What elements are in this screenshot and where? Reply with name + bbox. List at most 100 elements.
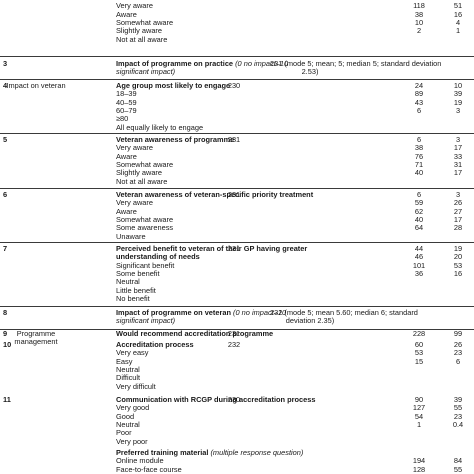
percent-value: 31 <box>453 159 463 169</box>
text-segment: Very aware <box>116 143 153 153</box>
text-segment: (0 no impact–10 <box>233 59 289 68</box>
percent-value: 39 <box>453 395 463 404</box>
count-value: 228 <box>412 329 426 338</box>
respondent-count: 231 <box>227 244 241 253</box>
response-option: significant impact) <box>116 317 175 325</box>
count-value: 40 <box>414 168 424 178</box>
text-segment: 40–59 <box>116 97 137 107</box>
row-separator <box>0 79 474 80</box>
percent-value: 26 <box>453 340 463 349</box>
text-segment: Veteran awareness of veteran-specific pr… <box>116 190 314 199</box>
count-value: 6 <box>416 135 422 144</box>
response-option: significant impact) <box>116 68 175 76</box>
category-label: management <box>14 337 58 347</box>
response-option: ≥80 <box>116 115 128 123</box>
percent-value: 33 <box>453 151 463 161</box>
respondent-count: 232 <box>227 340 241 349</box>
row-separator <box>0 242 474 243</box>
response-option: Significant benefit <box>116 261 174 270</box>
response-option: Slightly aware <box>116 27 162 35</box>
count-value: 62 <box>379 0 459 2</box>
count-value: 10 <box>414 17 424 27</box>
text-segment: Slightly aware <box>116 168 163 178</box>
response-option: Very aware <box>116 2 153 10</box>
percent-value: 28 <box>453 223 463 233</box>
row-separator <box>0 329 474 330</box>
text-segment: Somewhat aware <box>116 17 174 27</box>
question-text: Perceived benefit to veteran of their GP… <box>116 244 308 253</box>
text-segment: Would recommend accreditation programme <box>116 329 274 338</box>
text-segment: Very aware <box>116 1 153 11</box>
question-text: Impact of programme on veteran (0 no imp… <box>116 308 286 317</box>
count-value: 24 <box>414 81 424 90</box>
count-value: 1 <box>416 419 422 429</box>
respondent-count: 230 <box>227 395 241 404</box>
percent-value: 20 <box>453 252 463 262</box>
percent-value: 55 <box>453 464 463 474</box>
count-value: 64 <box>414 223 424 233</box>
percent-value: 27 <box>418 0 474 2</box>
question-text: Would recommend accreditation programme <box>116 329 274 338</box>
text-segment: Somewhat aware <box>116 159 174 169</box>
count-value: 89 <box>414 89 424 99</box>
text-segment: Neutral <box>116 364 140 374</box>
count-value: 101 <box>412 260 426 270</box>
summary-statistics: 231 (mode 5; mean; 5; median 5; standard… <box>270 59 442 68</box>
count-value: 2 <box>416 26 422 36</box>
percent-value: 53 <box>453 260 463 270</box>
text-segment: Communication with RCGP during accredita… <box>116 395 316 404</box>
response-option: No benefit <box>116 293 150 303</box>
text-segment: No benefit <box>116 293 150 303</box>
response-option: Slightly aware <box>116 169 162 177</box>
percent-value: 55 <box>453 403 463 413</box>
respondent-count: 231 <box>227 329 241 338</box>
count-value: 62 <box>414 206 424 216</box>
text-segment: Good <box>116 411 135 421</box>
question-number: 8 <box>3 308 8 317</box>
respondent-count: 230 <box>227 81 241 90</box>
category-label: Programme <box>16 329 56 338</box>
text-segment: Not at all aware <box>116 176 168 186</box>
text-segment: Perceived benefit to veteran of their GP… <box>116 244 308 253</box>
response-option: Poor <box>116 429 132 437</box>
response-option: Easy <box>116 357 132 366</box>
count-value: 59 <box>414 198 424 208</box>
summary-statistics: 2.53) <box>301 67 319 77</box>
response-option: Unaware <box>116 231 146 241</box>
count-value: 128 <box>412 464 426 474</box>
response-option: Good <box>116 411 135 421</box>
text-segment: Not at all aware <box>116 34 168 44</box>
text-segment: understanding of needs <box>116 252 200 262</box>
text-segment: Impact of programme on practice <box>116 59 234 68</box>
percent-value: 23 <box>453 348 463 358</box>
text-segment: 60–79 <box>116 105 137 115</box>
question-text: Veteran awareness of veteran-specific pr… <box>116 190 314 199</box>
question-text: More aware of veterans' needs <box>116 0 223 2</box>
response-option: Little benefit <box>116 286 156 295</box>
count-value: 90 <box>414 395 424 404</box>
response-option: Somewhat aware <box>116 159 174 169</box>
count-value: 38 <box>414 143 424 153</box>
percent-value: 6 <box>455 356 461 366</box>
question-number: 2 <box>3 0 7 2</box>
question-text: Veteran awareness of programme <box>116 135 234 144</box>
summary-statistics: 232 (mode 5; mean 5.60; median 6; standa… <box>270 308 418 317</box>
response-option: Very aware <box>116 199 153 207</box>
count-value: 36 <box>414 268 424 278</box>
percent-value: 19 <box>453 244 463 253</box>
text-segment: Online module <box>116 456 164 466</box>
count-value: 194 <box>412 456 426 466</box>
percent-value: 4 <box>455 17 461 27</box>
response-option: Very good <box>116 404 149 412</box>
text-segment: significant impact) <box>116 316 176 326</box>
question-text: Age group most likely to engage <box>116 81 230 90</box>
response-option: Some benefit <box>116 269 160 278</box>
text-segment: Unaware <box>116 231 146 241</box>
response-option: All equally likely to engage <box>116 123 203 132</box>
response-option: Somewhat aware <box>116 215 173 224</box>
summary-statistics: deviation 2.35) <box>285 316 335 326</box>
question-number: 3 <box>3 59 8 68</box>
question-number: 6 <box>3 190 8 199</box>
question-number: 11 <box>3 395 11 404</box>
question-text: Communication with RCGP during accredita… <box>116 395 316 404</box>
